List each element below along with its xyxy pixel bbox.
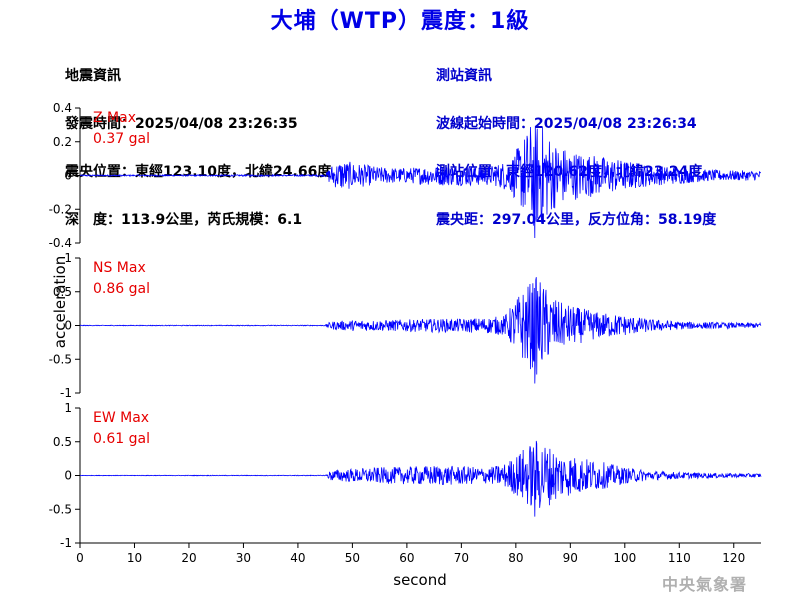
y-axis-label: acceleration [51,255,70,349]
x-tick-label: 80 [508,551,523,565]
x-tick-label: 30 [236,551,251,565]
x-tick-label: 50 [345,551,360,565]
y-tick-label: -0.5 [49,502,72,516]
x-axis-label: second [393,571,447,589]
y-tick-label: 0.5 [53,285,72,299]
quake-info-block: 地震資訊 發震時間：2025/04/08 23:26:35 震央位置：東經123… [65,36,331,244]
x-tick-label: 20 [181,551,196,565]
origin-time: 發震時間：2025/04/08 23:26:35 [65,116,298,132]
x-tick-label: 70 [454,551,469,565]
trace-ew [79,440,762,517]
y-tick-label: -0.2 [49,202,72,216]
x-tick-label: 100 [613,551,636,565]
x-tick-label: 90 [563,551,578,565]
y-tick-label: 0.2 [53,135,72,149]
max-label-z: Z Max [93,110,136,126]
max-value-z: 0.37 gal [93,131,150,147]
y-tick-label: 0.4 [53,101,72,115]
wave-start-time: 波線起始時間：2025/04/08 23:26:34 [436,116,697,132]
x-tick-label: 120 [722,551,745,565]
station-info-heading: 測站資訊 [436,68,492,84]
y-tick-label: 0 [64,469,72,483]
x-tick-label: 40 [290,551,305,565]
max-value-ew: 0.61 gal [93,431,150,447]
y-tick-label: 0 [64,169,72,183]
y-tick-label: 0 [64,319,72,333]
x-tick-label: 10 [127,551,142,565]
x-tick-label: 60 [399,551,414,565]
y-tick-label: -0.5 [49,352,72,366]
y-tick-label: 1 [64,251,72,265]
agency-credit: 中央氣象署 [661,575,747,594]
quake-info-heading: 地震資訊 [65,68,121,84]
y-tick-label: 0.5 [53,435,72,449]
page-title: 大埔（WTP）震度：1級 [270,9,530,34]
depth-magnitude: 深 度：113.9公里，芮氏規模：6.1 [65,212,303,228]
x-tick-label: 110 [668,551,691,565]
y-tick-label: 1 [64,401,72,415]
x-tick-label: 0 [76,551,84,565]
y-tick-label: -1 [60,386,72,400]
y-tick-label: -1 [60,536,72,550]
y-tick-label: -0.4 [49,236,72,250]
max-label-ns: NS Max [93,260,146,276]
trace-z [79,125,762,238]
epicentral-distance: 震央距：297.04公里，反方位角：58.19度 [436,212,717,228]
max-label-ew: EW Max [93,410,149,426]
trace-ns [79,277,762,384]
max-value-ns: 0.86 gal [93,281,150,297]
